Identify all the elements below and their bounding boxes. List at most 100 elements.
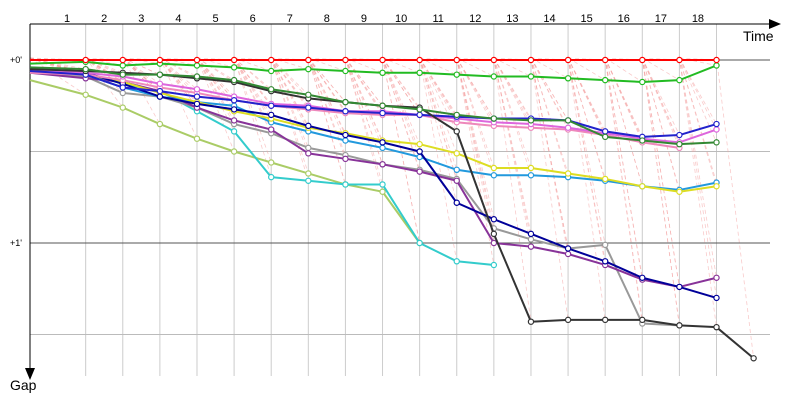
position-guide-line (382, 57, 421, 244)
position-guide-line (345, 57, 383, 116)
position-guide-line (679, 57, 717, 278)
gap-tick-labels: +0' +1' (10, 55, 22, 248)
series-point (490, 261, 498, 269)
x-axis-title: Time (743, 28, 774, 44)
position-guide-line (456, 57, 495, 123)
lap-label: 6 (250, 13, 256, 25)
series-point (490, 172, 498, 179)
position-guide-line (641, 57, 680, 326)
position-guide-line (29, 57, 86, 63)
series-point (416, 148, 423, 155)
series-point (453, 258, 460, 265)
series-point (193, 93, 201, 100)
lap-label: 8 (324, 13, 330, 25)
position-guide-line (345, 57, 383, 192)
series-point (564, 250, 572, 258)
position-guide-line (233, 57, 272, 119)
position-guide-line (456, 57, 495, 119)
lap-label: 11 (432, 13, 443, 25)
series-group (29, 65, 720, 148)
lap-label: 4 (175, 13, 181, 25)
gap-tick-label: +0' (10, 55, 22, 65)
series-point (601, 56, 609, 64)
position-guide-line (493, 57, 532, 128)
series-point (490, 164, 498, 172)
position-guide-line (493, 57, 532, 234)
position-guide-line (233, 57, 272, 92)
position-guide-line (419, 57, 458, 116)
position-guide-line (530, 57, 569, 320)
position-guide-line (270, 57, 309, 174)
series-point (268, 102, 275, 109)
series-point (379, 69, 386, 77)
position-guide-line (679, 57, 717, 125)
position-guide-line (159, 57, 198, 79)
lap-label: 16 (618, 13, 630, 25)
position-guide-line (567, 57, 606, 320)
series-point (193, 73, 201, 80)
series-point (342, 67, 349, 75)
position-guide-line (493, 57, 532, 169)
series-point (268, 67, 275, 75)
series-point (490, 73, 498, 80)
series-point (527, 117, 535, 124)
chart-axes: Time Gap (10, 19, 781, 393)
series-point (230, 117, 238, 124)
position-guide-line (641, 57, 680, 148)
position-guide-line (493, 57, 532, 322)
series-point (379, 188, 386, 195)
lap-label: 15 (581, 13, 593, 25)
series-point (601, 175, 609, 183)
series-point (416, 69, 423, 77)
series-point (305, 56, 312, 64)
position-change-lines (29, 57, 755, 359)
position-guide-line (493, 57, 532, 121)
position-guide-line (530, 57, 569, 255)
series-point (676, 131, 683, 139)
position-guide-line (345, 57, 383, 148)
position-guide-line (122, 57, 160, 65)
series-point (305, 122, 312, 130)
series-point (230, 148, 238, 155)
series-point (379, 139, 386, 146)
position-guide-line (642, 57, 680, 81)
lap-label: 14 (543, 13, 555, 25)
position-guide-line (530, 57, 569, 79)
series-point (713, 183, 720, 190)
series-point (713, 120, 720, 128)
series-point (230, 76, 238, 84)
gap-axis-arrow (25, 368, 35, 380)
position-guide-line (679, 57, 717, 298)
position-guide-line (122, 57, 161, 85)
series-line (29, 71, 680, 149)
position-guide-line (382, 57, 421, 145)
series-point (527, 230, 535, 238)
series-point (230, 128, 238, 135)
series-point (453, 71, 460, 78)
position-guide-line (419, 57, 458, 119)
position-guide-line (308, 57, 346, 103)
lap-label: 3 (138, 13, 144, 25)
position-guide-line (270, 57, 309, 96)
position-guide-line (233, 57, 272, 106)
series-point (676, 76, 683, 84)
series-point (305, 144, 312, 152)
series-point (416, 168, 423, 175)
series-point (342, 181, 349, 188)
series-point (453, 199, 460, 206)
position-guide-line (159, 57, 198, 103)
position-guide-line (456, 57, 495, 169)
series-point (676, 140, 683, 148)
series-point (416, 239, 423, 247)
series-point (490, 239, 498, 247)
series-point (639, 137, 646, 144)
series-point (601, 76, 609, 84)
series-point (601, 241, 609, 249)
position-guide-line (196, 57, 235, 125)
series-point (119, 62, 126, 69)
position-guide-line (493, 57, 532, 119)
series-point (713, 56, 720, 64)
series-point (564, 75, 572, 82)
series-point (156, 80, 164, 87)
